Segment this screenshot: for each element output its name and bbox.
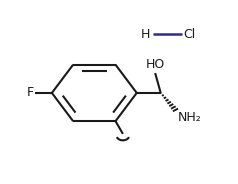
Text: H: H (140, 28, 150, 41)
Text: HO: HO (146, 58, 165, 71)
Text: Cl: Cl (183, 28, 195, 41)
Text: NH₂: NH₂ (177, 111, 201, 124)
Text: F: F (27, 86, 34, 99)
